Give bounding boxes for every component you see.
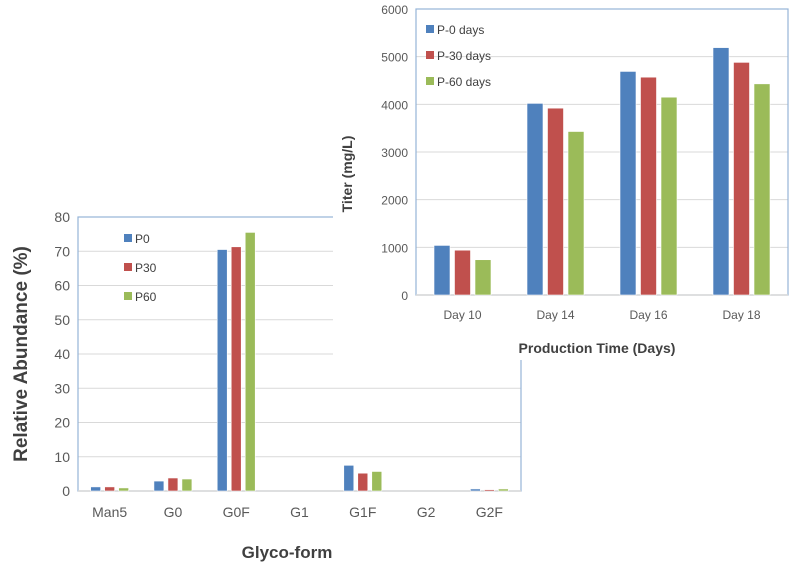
x-tick-label: Day 18 bbox=[722, 308, 760, 322]
y-tick-label: 0 bbox=[401, 289, 408, 303]
legend-swatch bbox=[124, 234, 132, 242]
glycoform-chart: 0 10 20 30 40 50 60 70 80 Man5 G0 G0F G1 G1F G2 G2F P0 P3… bbox=[11, 209, 522, 562]
bar bbox=[153, 480, 165, 492]
bar bbox=[216, 249, 228, 492]
bar bbox=[343, 465, 355, 492]
legend-label: P-0 days bbox=[437, 23, 484, 37]
x-tick-label: G1F bbox=[349, 504, 376, 520]
y-tick-label: 30 bbox=[54, 380, 70, 396]
y-tick-label: 60 bbox=[54, 278, 70, 294]
y-tick-label: 70 bbox=[54, 243, 70, 259]
y-tick-label: 40 bbox=[54, 346, 70, 362]
y-tick-label: 80 bbox=[54, 209, 70, 225]
x-tick-label: Day 10 bbox=[443, 308, 481, 322]
y-tick-label: 4000 bbox=[381, 98, 408, 112]
bar bbox=[230, 246, 242, 492]
legend-swatch bbox=[426, 25, 434, 33]
titer-chart: 0 1000 2000 3000 4000 5000 6000 Day 10 Day 14 Day… bbox=[339, 3, 789, 356]
x-tick-label: G0F bbox=[223, 504, 250, 520]
y-tick-label: 5000 bbox=[381, 51, 408, 65]
y-tick-label: 3000 bbox=[381, 146, 408, 160]
y-tick-label: 1000 bbox=[381, 241, 408, 255]
x-tick-label: G2 bbox=[417, 504, 436, 520]
y-tick-label: 6000 bbox=[381, 3, 408, 17]
legend-swatch bbox=[426, 51, 434, 59]
bar bbox=[753, 83, 771, 296]
x-tick-label: G2F bbox=[476, 504, 503, 520]
bar bbox=[474, 259, 492, 296]
legend-label: P0 bbox=[135, 232, 150, 246]
bar bbox=[526, 103, 544, 296]
bar bbox=[167, 477, 179, 492]
x-tick-label: G1 bbox=[290, 504, 309, 520]
bar bbox=[244, 232, 256, 492]
bar bbox=[640, 76, 657, 296]
legend-label: P30 bbox=[135, 261, 157, 275]
legend-label: P-60 days bbox=[437, 75, 491, 89]
bar bbox=[454, 249, 471, 296]
y-axis-title: Titer (mg/L) bbox=[339, 136, 355, 213]
legend-label: P60 bbox=[135, 290, 157, 304]
x-tick-label: Man5 bbox=[92, 504, 127, 520]
x-tick-label: G0 bbox=[164, 504, 183, 520]
bar bbox=[433, 245, 451, 296]
x-axis-title: Glyco-form bbox=[242, 543, 333, 562]
bar bbox=[619, 71, 637, 296]
x-tick-label: Day 16 bbox=[629, 308, 667, 322]
legend-swatch bbox=[124, 292, 132, 300]
bar bbox=[484, 489, 495, 492]
y-tick-label: 2000 bbox=[381, 194, 408, 208]
bar bbox=[470, 488, 481, 492]
bar bbox=[371, 471, 383, 492]
legend-label: P-30 days bbox=[437, 49, 491, 63]
y-tick-label: 0 bbox=[62, 483, 70, 499]
y-tick-label: 50 bbox=[54, 312, 70, 328]
bar bbox=[118, 487, 129, 492]
bar bbox=[547, 107, 564, 296]
bar bbox=[733, 62, 750, 296]
y-axis-title: Relative Abundance (%) bbox=[11, 246, 32, 462]
x-tick-label: Day 14 bbox=[536, 308, 574, 322]
bar bbox=[104, 486, 115, 492]
y-tick-label: 10 bbox=[54, 449, 70, 465]
x-axis-title: Production Time (Days) bbox=[519, 340, 676, 356]
bar bbox=[567, 131, 585, 296]
legend-swatch bbox=[426, 77, 434, 85]
bar bbox=[498, 488, 509, 492]
legend-swatch bbox=[124, 263, 132, 271]
y-tick-label: 20 bbox=[54, 415, 70, 431]
bar bbox=[357, 472, 369, 492]
bar bbox=[660, 96, 678, 296]
bar bbox=[90, 486, 101, 492]
bar bbox=[712, 47, 730, 296]
bar bbox=[181, 478, 193, 492]
